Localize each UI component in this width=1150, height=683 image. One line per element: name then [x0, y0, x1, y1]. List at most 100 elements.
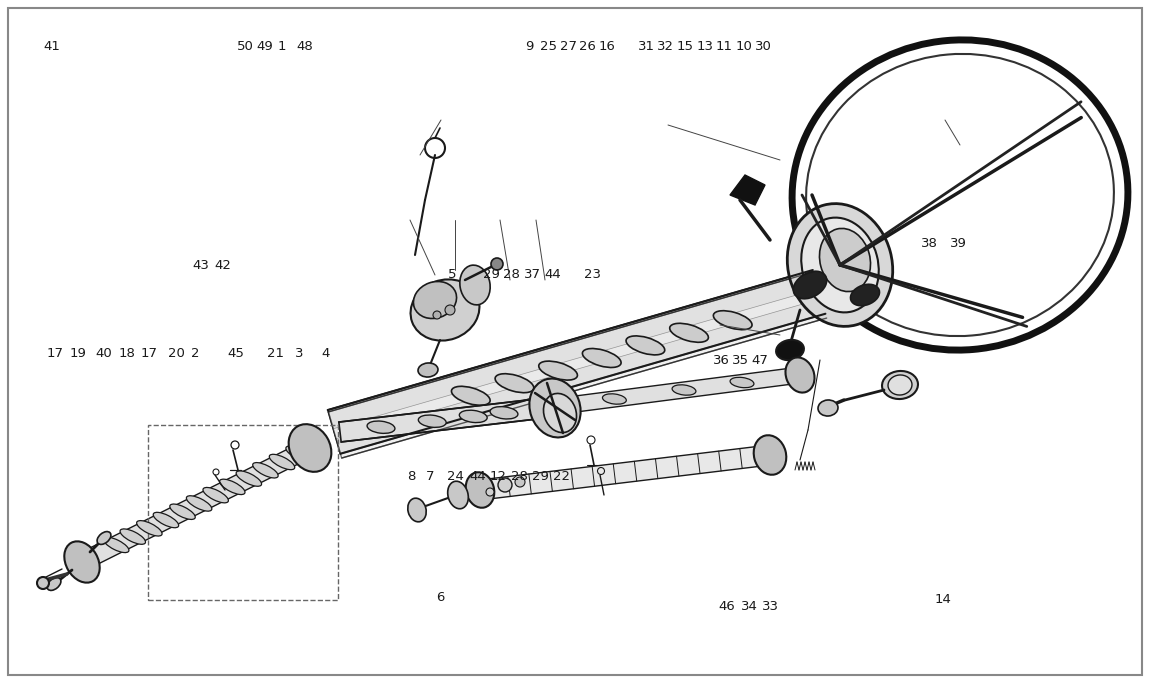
Ellipse shape — [47, 578, 61, 590]
Text: 25: 25 — [540, 40, 557, 53]
Ellipse shape — [490, 406, 518, 419]
Text: 13: 13 — [697, 40, 713, 53]
Text: 23: 23 — [584, 268, 600, 281]
Text: 17: 17 — [47, 346, 63, 360]
Text: 16: 16 — [599, 40, 615, 53]
Ellipse shape — [788, 204, 892, 326]
Circle shape — [486, 488, 494, 496]
Ellipse shape — [202, 488, 229, 503]
Text: 18: 18 — [118, 346, 135, 360]
Text: 30: 30 — [756, 40, 772, 53]
Ellipse shape — [452, 387, 490, 405]
Ellipse shape — [414, 281, 457, 318]
Circle shape — [37, 577, 49, 589]
Ellipse shape — [496, 374, 534, 393]
Text: 10: 10 — [736, 40, 752, 53]
Ellipse shape — [269, 454, 294, 470]
Polygon shape — [339, 398, 546, 442]
Text: 48: 48 — [297, 40, 313, 53]
Text: 5: 5 — [447, 268, 457, 281]
Text: 17: 17 — [141, 346, 158, 360]
Polygon shape — [567, 367, 802, 413]
Ellipse shape — [603, 394, 627, 404]
Ellipse shape — [367, 421, 394, 434]
Ellipse shape — [170, 504, 196, 520]
Ellipse shape — [289, 424, 331, 472]
Ellipse shape — [460, 265, 490, 305]
Ellipse shape — [253, 462, 278, 478]
Ellipse shape — [286, 446, 312, 462]
Ellipse shape — [713, 311, 752, 330]
Text: 41: 41 — [44, 40, 60, 53]
Ellipse shape — [64, 542, 100, 583]
Ellipse shape — [529, 378, 581, 437]
Ellipse shape — [882, 371, 918, 399]
Text: 9: 9 — [524, 40, 534, 53]
Text: 49: 49 — [256, 40, 273, 53]
Text: 50: 50 — [237, 40, 253, 53]
Ellipse shape — [466, 472, 494, 507]
Ellipse shape — [776, 340, 804, 360]
Polygon shape — [730, 175, 765, 205]
Ellipse shape — [120, 529, 146, 544]
Ellipse shape — [626, 336, 665, 355]
Text: 20: 20 — [168, 346, 184, 360]
Ellipse shape — [802, 218, 879, 312]
Ellipse shape — [220, 479, 245, 494]
Text: 37: 37 — [524, 268, 540, 281]
Bar — [148, 425, 338, 600]
Text: 14: 14 — [935, 593, 951, 607]
Text: 35: 35 — [733, 354, 749, 367]
Ellipse shape — [137, 520, 162, 536]
Ellipse shape — [186, 496, 212, 511]
Text: 38: 38 — [921, 237, 937, 251]
Ellipse shape — [538, 361, 577, 380]
Text: 24: 24 — [447, 470, 463, 484]
Text: 2: 2 — [191, 346, 200, 360]
Ellipse shape — [411, 279, 480, 341]
Text: 28: 28 — [504, 268, 520, 281]
Circle shape — [445, 305, 455, 315]
Text: 15: 15 — [677, 40, 693, 53]
Ellipse shape — [97, 531, 110, 544]
Ellipse shape — [820, 228, 871, 292]
Ellipse shape — [851, 284, 880, 306]
Circle shape — [491, 258, 503, 270]
Ellipse shape — [459, 410, 488, 423]
Text: 36: 36 — [713, 354, 729, 367]
Text: 34: 34 — [742, 600, 758, 613]
Ellipse shape — [153, 512, 178, 528]
Ellipse shape — [408, 498, 427, 522]
Ellipse shape — [582, 348, 621, 367]
Text: 32: 32 — [658, 40, 674, 53]
Polygon shape — [329, 272, 827, 458]
Text: 21: 21 — [268, 346, 284, 360]
Ellipse shape — [753, 435, 787, 475]
Ellipse shape — [236, 471, 261, 486]
Text: 46: 46 — [719, 600, 735, 613]
Ellipse shape — [888, 375, 912, 395]
Text: 44: 44 — [469, 470, 485, 484]
Polygon shape — [478, 445, 772, 500]
Ellipse shape — [419, 415, 446, 428]
Text: 3: 3 — [294, 346, 304, 360]
Polygon shape — [78, 440, 314, 570]
Ellipse shape — [447, 482, 468, 509]
Circle shape — [434, 311, 440, 319]
Text: 7: 7 — [426, 470, 435, 484]
Text: 44: 44 — [545, 268, 561, 281]
Text: 43: 43 — [193, 258, 209, 272]
Circle shape — [515, 477, 526, 487]
Text: 8: 8 — [407, 470, 416, 484]
Text: 47: 47 — [752, 354, 768, 367]
Text: 12: 12 — [490, 470, 506, 484]
Ellipse shape — [669, 323, 708, 342]
Text: 29: 29 — [532, 470, 549, 484]
Circle shape — [498, 478, 512, 492]
Text: 4: 4 — [321, 346, 330, 360]
Text: 11: 11 — [716, 40, 733, 53]
Ellipse shape — [104, 538, 129, 553]
Ellipse shape — [793, 271, 827, 298]
Text: 27: 27 — [560, 40, 576, 53]
Text: 33: 33 — [762, 600, 779, 613]
